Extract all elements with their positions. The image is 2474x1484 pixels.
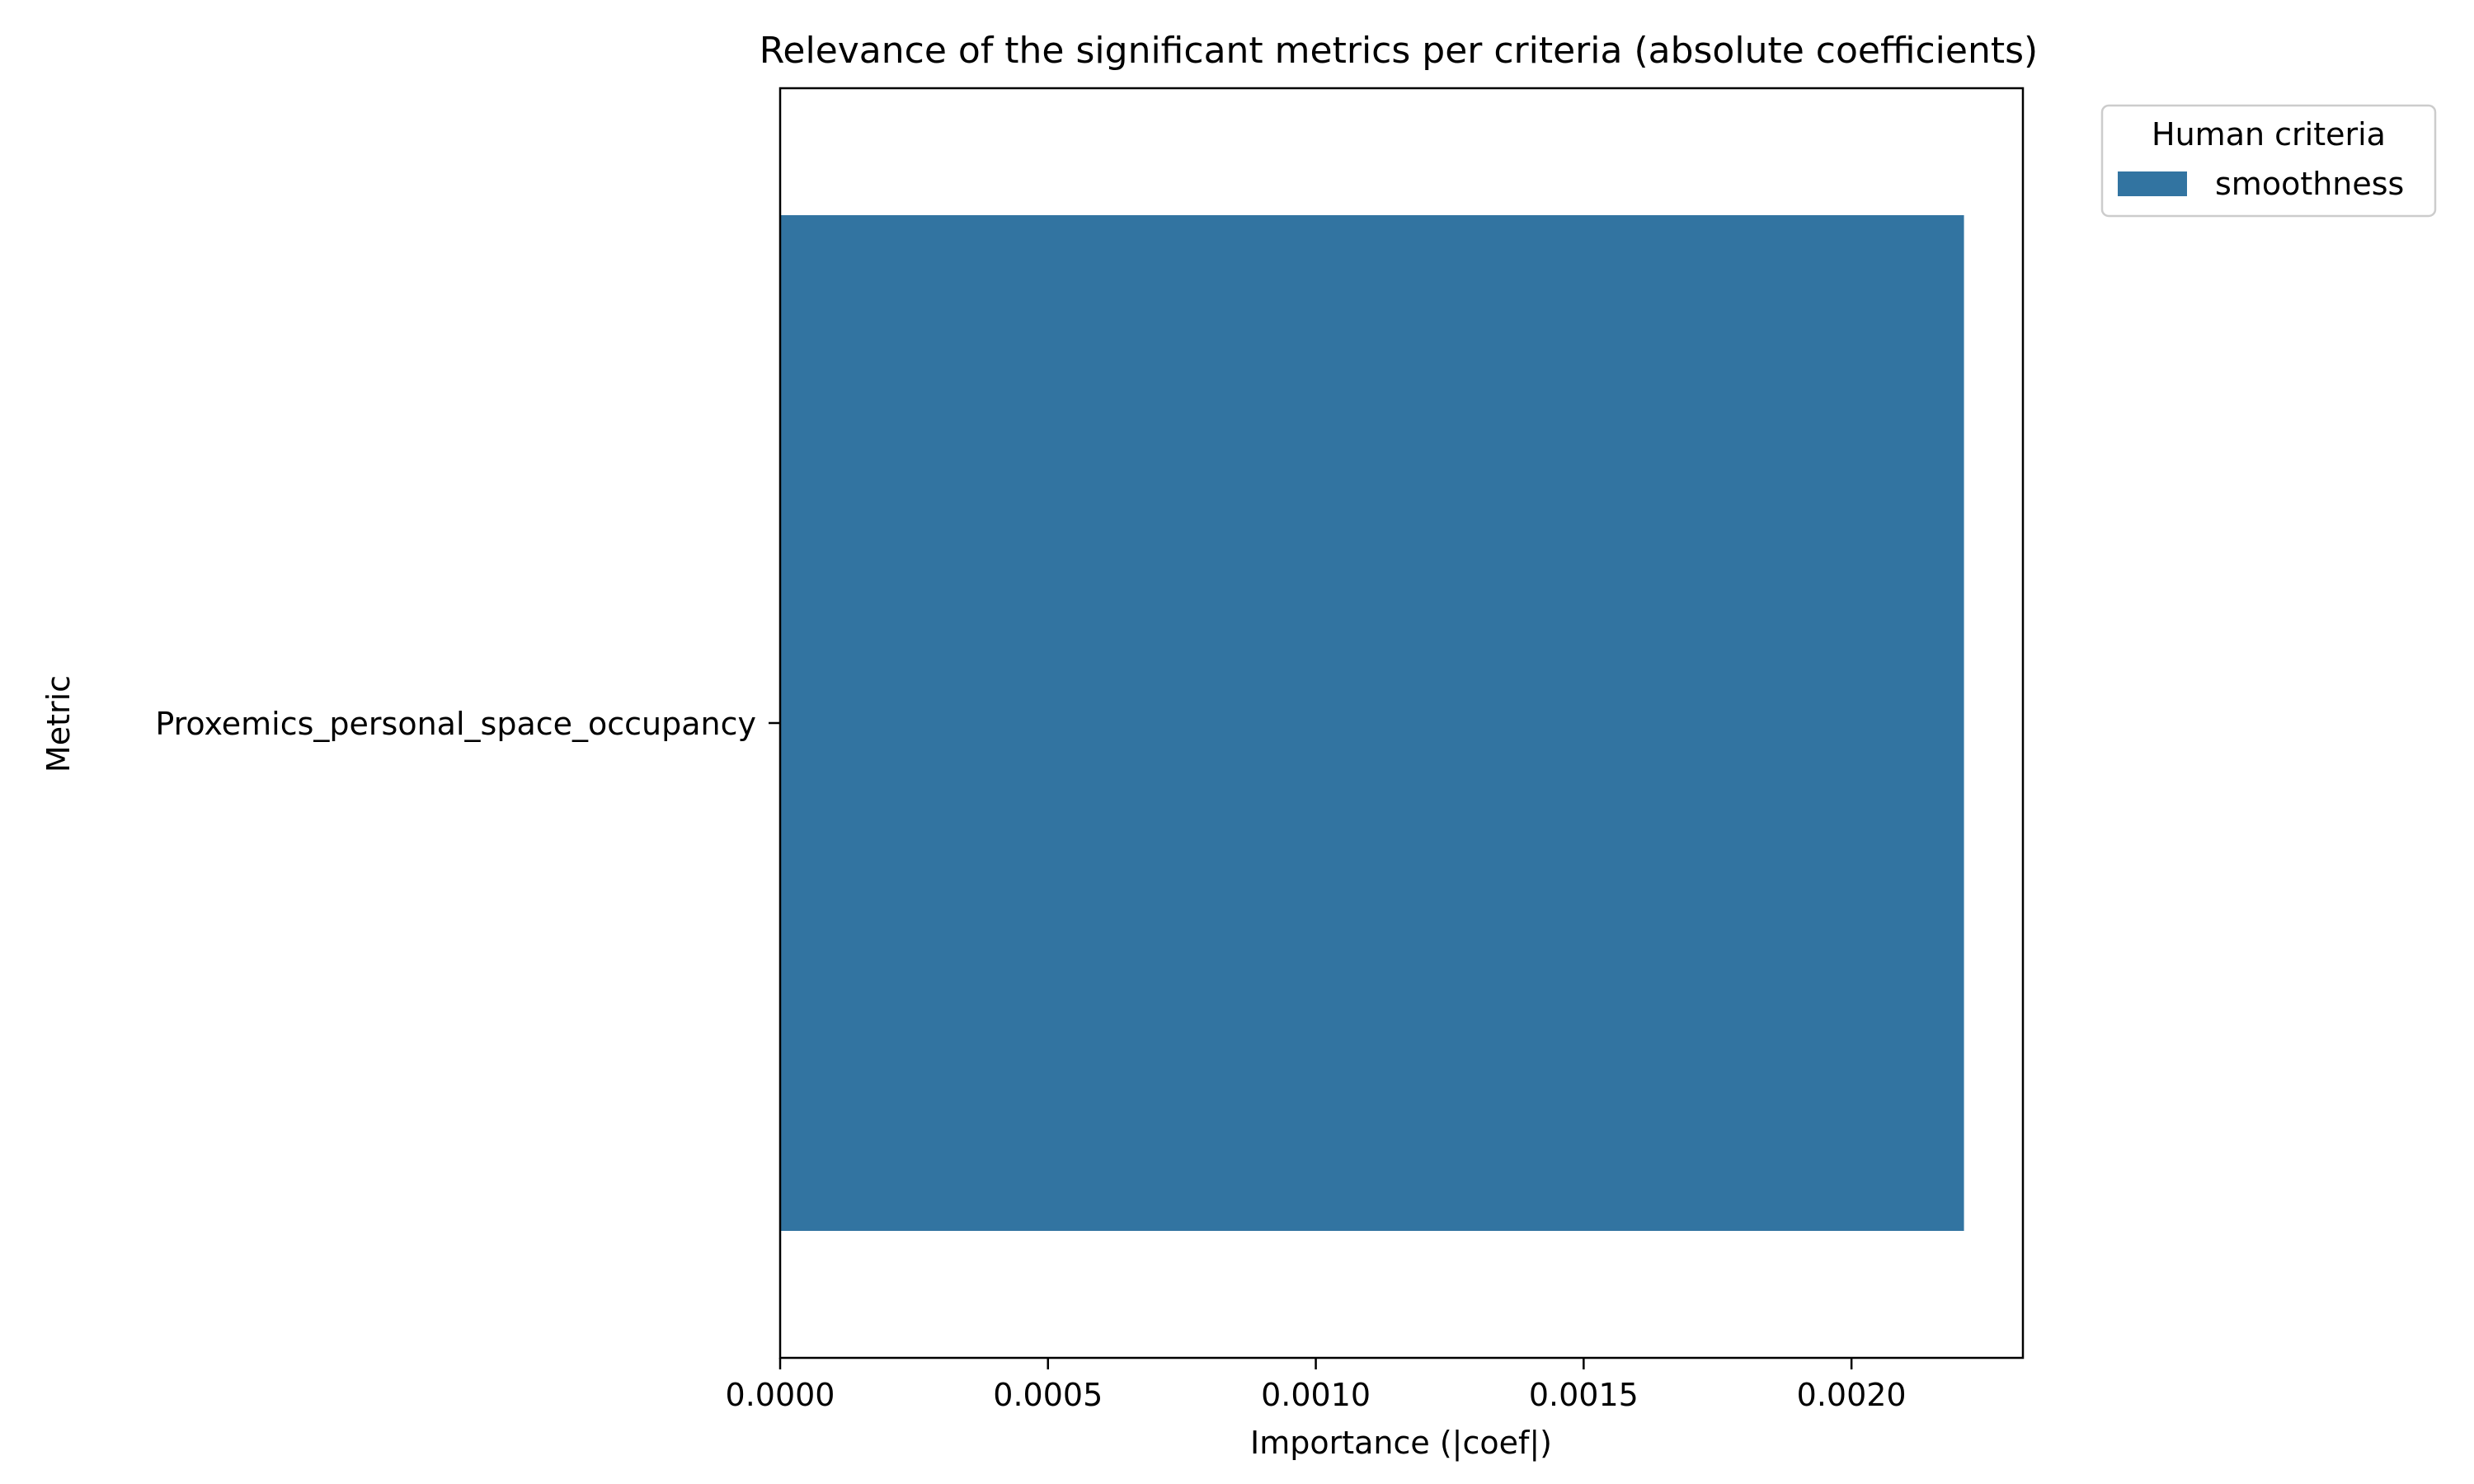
x-tick-label: 0.0015 — [1529, 1377, 1639, 1413]
x-tick-label: 0.0005 — [993, 1377, 1103, 1413]
chart-title: Relevance of the significant metrics per… — [760, 30, 2038, 72]
y-axis-ticks: Proxemics_personal_space_occupancy — [155, 706, 780, 742]
legend: Human criteria smoothness — [2100, 104, 2437, 218]
y-tick-label: Proxemics_personal_space_occupancy — [155, 706, 756, 742]
legend-entries: smoothness — [2118, 166, 2404, 202]
legend-label-smoothness: smoothness — [2215, 166, 2404, 202]
x-tick-label: 0.0000 — [726, 1377, 835, 1413]
y-axis-label: Metric — [40, 675, 77, 773]
x-axis-label: Importance (|coef|) — [1250, 1425, 1552, 1462]
legend-title: Human criteria — [2152, 116, 2386, 153]
x-tick-label: 0.0020 — [1797, 1377, 1907, 1413]
x-tick-label: 0.0010 — [1261, 1377, 1371, 1413]
bar-smoothness-0 — [780, 215, 1964, 1231]
bars-layer — [780, 215, 1964, 1231]
legend-swatch-smoothness — [2118, 171, 2187, 196]
x-axis-ticks: 0.0000 0.0005 0.0010 0.0015 0.0020 — [726, 1358, 1907, 1413]
